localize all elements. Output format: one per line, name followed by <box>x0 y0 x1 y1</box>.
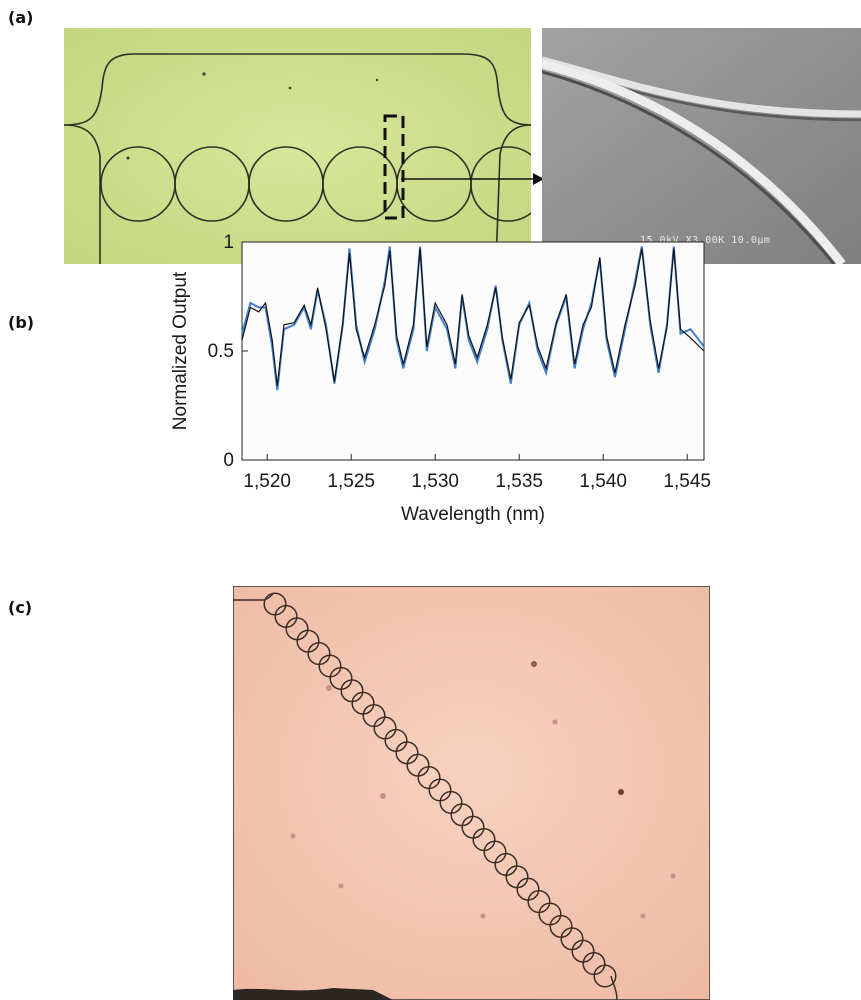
sem-scale-bar-text: 15.0kV X3.00K 10.0µm <box>640 235 771 246</box>
dust-speck <box>126 156 130 160</box>
panel-label-a: (a) <box>8 8 34 27</box>
x-tick-label: 1,545 <box>663 471 711 492</box>
ring-chain-drawing <box>64 28 531 264</box>
dust-speck <box>380 793 386 799</box>
optical-micrograph-ring-chain <box>64 28 531 264</box>
x-tick-label: 1,525 <box>327 471 375 492</box>
dust-speck <box>552 719 558 725</box>
dust-speck <box>670 873 676 879</box>
long-ring-chain-drawing <box>233 586 710 1000</box>
x-tick-label: 1,520 <box>243 471 291 492</box>
bus-waveguide-right <box>495 124 531 264</box>
output-waveguide <box>610 975 618 1000</box>
sem-image-coupling-gap: 15.0kV X3.00K 10.0µm <box>542 28 861 264</box>
sem-waveguide-lower <box>542 59 846 264</box>
bus-waveguide-top <box>64 53 531 126</box>
dust-speck <box>375 78 379 82</box>
y-tick-label: 1 <box>223 232 234 253</box>
input-waveguide <box>233 593 274 601</box>
dust-speck <box>640 913 646 919</box>
y-tick-label: 0.5 <box>208 341 234 362</box>
x-tick-label: 1,535 <box>495 471 543 492</box>
dust-speck <box>202 72 206 76</box>
ring-resonator <box>593 964 617 988</box>
dust-speck <box>618 789 624 795</box>
dust-speck <box>338 883 344 889</box>
dust-speck <box>326 685 332 691</box>
sem-waveguide-lower-shadow <box>542 70 836 264</box>
bus-bend-left <box>64 124 101 157</box>
dust-speck <box>531 661 537 667</box>
dust-speck <box>288 86 292 90</box>
optical-micrograph-long-ring-chain <box>233 586 710 1000</box>
panel-label-b: (b) <box>8 313 35 332</box>
debris-bottom-left <box>233 988 393 1000</box>
panel-label-c: (c) <box>8 598 33 617</box>
series-line-1 <box>241 248 705 386</box>
y-tick-label: 0 <box>223 450 234 471</box>
zoom-region-box <box>383 114 405 220</box>
ring-chain <box>263 592 617 988</box>
x-tick-label: 1,540 <box>579 471 627 492</box>
dust-speck <box>480 913 486 919</box>
chart-svg: 1,520 1,525 1,530 1,535 1,540 1,545 0 0.5 1 Wavel… <box>170 232 711 525</box>
x-axis-label: Wavelength (nm) <box>401 504 545 525</box>
dust-speck <box>290 833 296 839</box>
sem-waveguide-upper <box>542 56 861 118</box>
arrowhead-icon <box>531 173 544 185</box>
sem-waveguides-drawing <box>542 28 861 264</box>
x-tick-label: 1,530 <box>411 471 459 492</box>
y-axis-label: Normalized Output <box>170 271 191 430</box>
transmission-spectrum-chart: 1,520 1,525 1,530 1,535 1,540 1,545 0 0.5 1 Wavel… <box>150 215 730 545</box>
ring-resonator <box>470 146 531 222</box>
